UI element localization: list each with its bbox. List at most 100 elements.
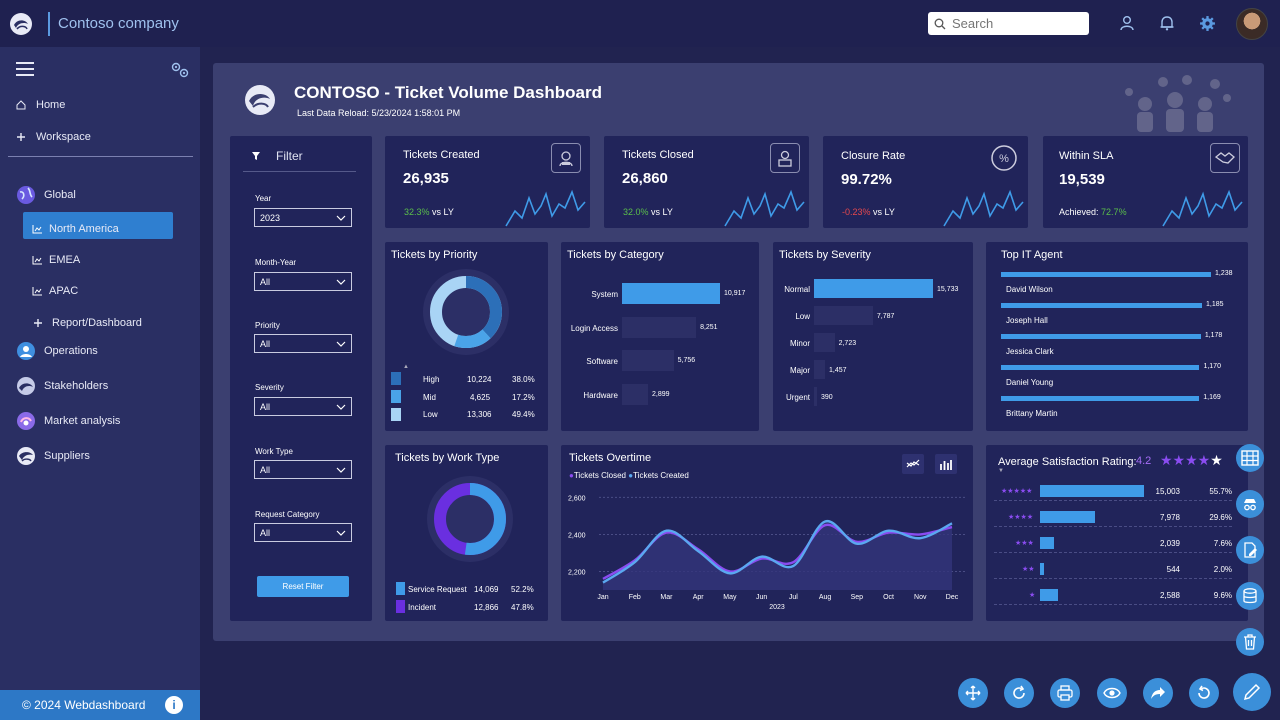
satisfaction-bar[interactable] xyxy=(1040,589,1058,601)
sidebar-item-market-analysis[interactable]: Market analysis xyxy=(15,410,120,432)
legend-swatch xyxy=(391,408,401,421)
severity-bar[interactable] xyxy=(814,387,817,406)
request-category-dropdown[interactable]: All xyxy=(254,523,352,542)
kpi-card-tickets-created[interactable] xyxy=(385,136,590,228)
priority-dropdown[interactable]: All xyxy=(254,334,352,353)
bell-icon[interactable] xyxy=(1157,13,1177,33)
kpi-delta: 72.7% xyxy=(1101,207,1127,217)
sidebar-item-emea[interactable]: EMEA xyxy=(31,249,80,271)
kpi-card-within-sla[interactable] xyxy=(1043,136,1248,228)
severity-bar[interactable] xyxy=(814,306,873,325)
edit-document-button[interactable] xyxy=(1236,536,1264,564)
legend-label: Service Request xyxy=(408,585,467,594)
card-title: Tickets by Priority xyxy=(391,249,478,261)
spy-mode-button[interactable] xyxy=(1236,490,1264,518)
chevron-down-icon xyxy=(336,279,346,285)
rating-value: 4.2 xyxy=(1136,455,1152,467)
overtime-line-chart[interactable]: 2,200 2,400 2,600 Jan Feb Mar Apr May Jun Jul Aug S… xyxy=(561,475,973,615)
legend-label: Tickets Created xyxy=(633,471,689,480)
agent-bar[interactable] xyxy=(1001,365,1200,370)
sidebar-item-label: Home xyxy=(36,99,66,111)
search-input[interactable] xyxy=(952,16,1072,31)
satisfaction-bar[interactable] xyxy=(1040,485,1144,497)
chart-icon xyxy=(31,280,43,302)
agent-bar[interactable] xyxy=(1001,272,1211,277)
dropdown-value: All xyxy=(260,276,271,287)
category-bar[interactable] xyxy=(622,350,674,371)
agent-bar[interactable] xyxy=(1001,334,1201,339)
sidebar-item-workspace[interactable]: Workspace xyxy=(14,126,91,148)
bar-chart-toggle-icon[interactable] xyxy=(935,454,957,474)
bar-value: 2,723 xyxy=(838,340,857,347)
sidebar-item-home[interactable]: Home xyxy=(14,94,65,116)
sidebar-item-apac[interactable]: APAC xyxy=(31,280,78,302)
sidebar-item-operations[interactable]: Operations xyxy=(15,340,98,362)
bar-pct: 29.6% xyxy=(1209,513,1232,522)
filter-divider xyxy=(243,171,356,172)
x-tick-label: Sep xyxy=(851,594,864,601)
agent-bar[interactable] xyxy=(1001,396,1200,401)
sidebar-item-report-dashboard[interactable]: Report/Dashboard xyxy=(32,312,142,334)
share-button[interactable] xyxy=(1143,678,1173,708)
database-button[interactable] xyxy=(1236,582,1264,610)
globe-icon xyxy=(15,184,37,206)
severity-dropdown[interactable]: All xyxy=(254,397,352,416)
priority-donut[interactable] xyxy=(419,265,513,359)
user-icon[interactable] xyxy=(1117,13,1137,33)
worktype-donut[interactable] xyxy=(423,472,517,566)
month-year-dropdown[interactable]: All xyxy=(254,272,352,291)
severity-bar[interactable] xyxy=(814,360,826,379)
sidebar-item-suppliers[interactable]: Suppliers xyxy=(15,445,90,467)
delete-button[interactable] xyxy=(1236,628,1264,656)
print-button[interactable] xyxy=(1050,678,1080,708)
category-bar[interactable] xyxy=(622,316,697,338)
chevron-down-icon xyxy=(336,530,346,536)
draw-button[interactable] xyxy=(1233,673,1271,711)
reset-filter-button[interactable]: Reset Filter xyxy=(257,576,349,597)
satisfaction-bar[interactable] xyxy=(1040,563,1044,575)
year-dropdown[interactable]: 2023 xyxy=(254,208,352,227)
hamburger-icon[interactable] xyxy=(15,61,35,77)
kpi-delta: -0.23% xyxy=(842,207,871,217)
trend-toggle-icon[interactable] xyxy=(902,454,924,474)
move-button[interactable] xyxy=(958,678,988,708)
refresh-button[interactable] xyxy=(1004,678,1034,708)
bar-pct: 7.6% xyxy=(1213,539,1232,548)
bar-label: Major xyxy=(789,366,810,375)
severity-bar[interactable] xyxy=(814,333,835,352)
bar-value: 7,978 xyxy=(1159,513,1180,522)
y-tick-label: 2,600 xyxy=(568,495,586,502)
search-icon xyxy=(934,18,946,29)
severity-bar[interactable] xyxy=(814,279,933,298)
sidebar-item-stakeholders[interactable]: Stakeholders xyxy=(15,375,108,397)
card-title: Tickets by Work Type xyxy=(395,452,500,464)
trash-icon xyxy=(1244,634,1256,650)
agent-bar[interactable] xyxy=(1001,303,1202,308)
sidebar-item-north-america[interactable]: North America xyxy=(31,218,119,240)
avatar[interactable] xyxy=(1236,8,1268,40)
legend-label: Low xyxy=(423,410,438,419)
table-view-button[interactable] xyxy=(1236,444,1264,472)
category-bar[interactable] xyxy=(622,383,649,405)
satisfaction-card xyxy=(986,445,1248,621)
work-type-dropdown[interactable]: All xyxy=(254,460,352,479)
search-box[interactable] xyxy=(928,12,1089,35)
kpi-value: 26,935 xyxy=(403,170,449,187)
preview-button[interactable] xyxy=(1097,678,1127,708)
sidebar-item-global[interactable]: Global xyxy=(15,184,76,206)
eye-icon xyxy=(1103,687,1121,699)
bar-value: 2,588 xyxy=(1159,591,1180,600)
category-bar[interactable] xyxy=(622,283,720,304)
settings-gears-icon[interactable] xyxy=(169,61,191,79)
satisfaction-bar[interactable] xyxy=(1040,511,1096,523)
satisfaction-bar[interactable] xyxy=(1040,537,1055,549)
sidebar-item-label: Stakeholders xyxy=(44,380,109,392)
info-icon[interactable]: i xyxy=(165,696,183,714)
brand-name[interactable]: Contoso company xyxy=(48,11,179,36)
kpi-card-tickets-closed[interactable] xyxy=(604,136,809,228)
bar-value: 390 xyxy=(820,394,833,401)
gear-icon[interactable] xyxy=(1197,13,1217,33)
team-illustration-icon xyxy=(1125,75,1231,132)
bar-value: 1,457 xyxy=(829,367,847,374)
undo-button[interactable] xyxy=(1189,678,1219,708)
